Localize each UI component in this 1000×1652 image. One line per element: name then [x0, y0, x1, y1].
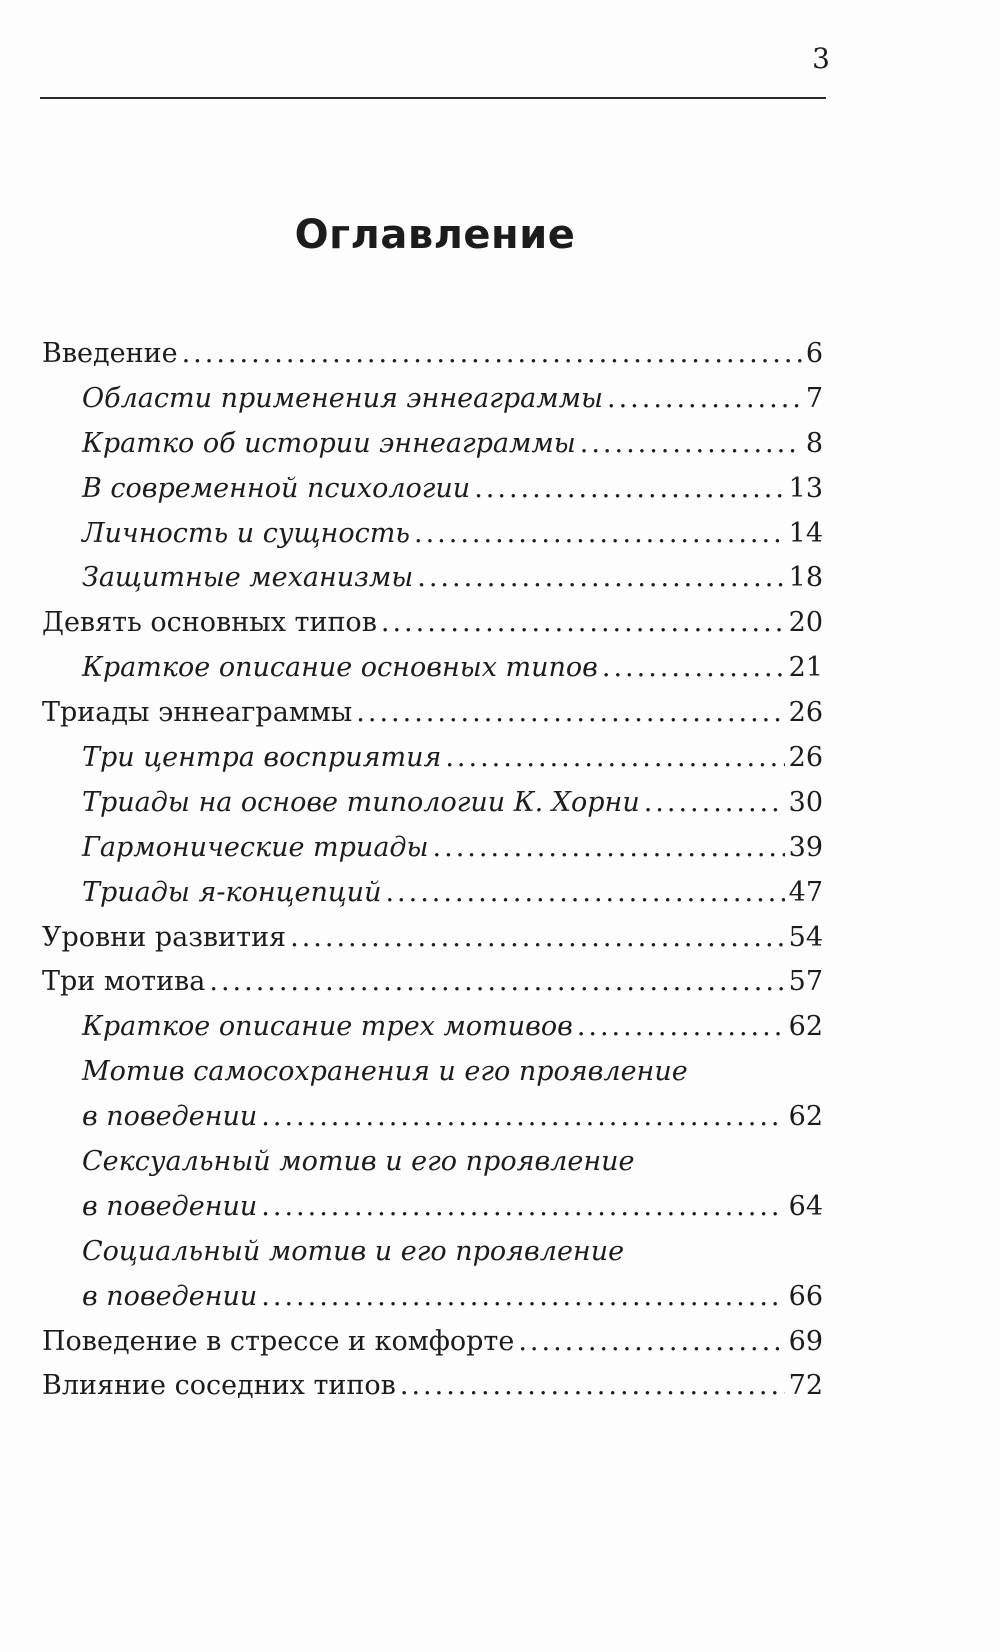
toc-entry[interactable]: Триады я-концепций......................… [42, 877, 823, 922]
dot-leader: ........................................… [474, 472, 784, 504]
toc-entry[interactable]: Три мотива..............................… [42, 966, 823, 1011]
toc-entry-title: Гармонические триады [82, 831, 429, 863]
dot-leader: ........................................… [181, 338, 802, 369]
toc-entry[interactable]: Влияние соседних типов..................… [42, 1370, 823, 1415]
toc-entry[interactable]: Гармонические триады....................… [42, 832, 823, 877]
page-title: Оглавление [294, 212, 576, 258]
dot-leader: ........................................… [576, 1011, 785, 1043]
dot-leader: ........................................… [601, 652, 785, 684]
dot-leader: ........................................… [445, 742, 784, 774]
toc-entry[interactable]: Личность и сущность.....................… [42, 518, 823, 563]
toc-entry-page: 14 [788, 517, 823, 549]
toc-entry-title: Сексуальный мотив и его проявление [82, 1146, 635, 1178]
toc-entry-title: Уровни развития [42, 921, 287, 953]
toc-entry-page: 47 [788, 876, 823, 908]
toc-entry-title: Защитные механизмы [82, 562, 414, 594]
toc-entry-title: Влияние соседних типов [42, 1370, 396, 1402]
dot-leader: ........................................… [261, 1101, 785, 1133]
toc-entry[interactable]: В современной психологии................… [42, 473, 823, 518]
toc-entry[interactable]: Введение................................… [42, 338, 823, 383]
toc-entry-page: 72 [788, 1370, 823, 1402]
toc-entry-title: Личность и сущность [82, 517, 411, 549]
toc-entry[interactable]: Краткое описание трех мотивов...........… [42, 1011, 823, 1056]
dot-leader: ........................................… [290, 921, 785, 953]
toc-entry-page: 8 [805, 427, 823, 459]
toc-entry-page: 57 [788, 966, 823, 998]
toc-entry-page: 6 [805, 338, 823, 369]
toc-entry-title: Кратко об истории эннеаграммы [82, 427, 576, 459]
toc-entry-title: Области применения эннеаграммы [82, 382, 603, 414]
toc-entry-title: В современной психологии [82, 472, 471, 504]
toc-entry-title: в поведении [82, 1190, 258, 1222]
toc-entry-page: 39 [788, 831, 823, 863]
toc-entry-page: 54 [788, 921, 823, 953]
header-rule [40, 97, 826, 99]
toc-entry[interactable]: Девять основных типов...................… [42, 607, 823, 652]
toc-entry-title: Поведение в стрессе и комфорте [42, 1325, 515, 1357]
dot-leader: ........................................… [414, 517, 785, 549]
toc-entry-page: 30 [788, 786, 823, 818]
toc-entry-page: 13 [788, 472, 823, 504]
dot-leader: ........................................… [399, 1370, 785, 1402]
toc-entry-page: 64 [788, 1190, 823, 1222]
dot-leader: ........................................… [261, 1190, 785, 1222]
toc-entry-title: Введение [42, 338, 178, 369]
toc-entry-page: 20 [788, 607, 823, 639]
toc-entry-title: Социальный мотив и его проявление [82, 1235, 625, 1267]
toc-entry-page: 7 [805, 382, 823, 414]
toc-entry[interactable]: Уровни развития.........................… [42, 922, 823, 967]
toc-entry[interactable]: Триады на основе типологии К. Хорни.....… [42, 787, 823, 832]
toc-entry-title: в поведении [82, 1280, 258, 1312]
toc-entry[interactable]: Защитные механизмы......................… [42, 562, 823, 607]
toc-entry[interactable]: в поведении.............................… [42, 1281, 823, 1326]
dot-leader: ........................................… [606, 382, 802, 414]
toc-entry-title: Девять основных типов [42, 607, 377, 639]
table-of-contents: Введение................................… [42, 338, 823, 1415]
toc-entry[interactable]: Поведение в стрессе и комфорте..........… [42, 1326, 823, 1371]
toc-entry-page: 66 [788, 1280, 823, 1312]
toc-entry-title: Краткое описание трех мотивов [82, 1011, 573, 1043]
toc-entry-title: Триады на основе типологии К. Хорни [82, 786, 640, 818]
dot-leader: ........................................… [417, 562, 784, 594]
toc-entry-page: 21 [788, 652, 823, 684]
dot-leader: ........................................… [209, 966, 785, 998]
dot-leader: ........................................… [385, 876, 784, 908]
dot-leader: ........................................… [579, 427, 802, 459]
toc-entry[interactable]: в поведении.............................… [42, 1101, 823, 1146]
toc-entry[interactable]: Сексуальный мотив и его проявление [42, 1146, 823, 1191]
toc-entry-page: 18 [788, 562, 823, 594]
toc-entry[interactable]: Кратко об истории эннеаграммы...........… [42, 428, 823, 473]
toc-entry[interactable]: Области применения эннеаграммы..........… [42, 383, 823, 428]
toc-entry-title: в поведении [82, 1101, 258, 1133]
dot-leader: ........................................… [518, 1325, 785, 1357]
dot-leader: ........................................… [261, 1280, 785, 1312]
toc-entry[interactable]: Мотив самосохранения и его проявление [42, 1056, 823, 1101]
toc-entry-title: Три центра восприятия [82, 742, 442, 774]
toc-entry-page: 62 [788, 1101, 823, 1133]
toc-entry[interactable]: Социальный мотив и его проявление [42, 1236, 823, 1281]
toc-entry-title: Триады я-концепций [82, 876, 382, 908]
toc-entry-title: Триады эннеаграммы [42, 697, 353, 729]
toc-entry[interactable]: в поведении.............................… [42, 1191, 823, 1236]
dot-leader: ........................................… [432, 831, 785, 863]
toc-entry-title: Три мотива [42, 966, 206, 998]
page-number: 3 [812, 42, 830, 75]
dot-leader: ........................................… [380, 607, 785, 639]
toc-entry[interactable]: Триады эннеаграммы......................… [42, 697, 823, 742]
toc-entry-page: 69 [788, 1325, 823, 1357]
toc-entry-page: 62 [788, 1011, 823, 1043]
toc-entry-page: 26 [788, 697, 823, 729]
toc-entry-page: 26 [788, 742, 823, 774]
dot-leader: ........................................… [643, 786, 785, 818]
toc-entry-title: Мотив самосохранения и его проявление [82, 1056, 688, 1088]
toc-entry[interactable]: Три центра восприятия...................… [42, 742, 823, 787]
toc-entry-title: Краткое описание основных типов [82, 652, 598, 684]
toc-entry[interactable]: Краткое описание основных типов.........… [42, 652, 823, 697]
dot-leader: ........................................… [356, 697, 785, 729]
